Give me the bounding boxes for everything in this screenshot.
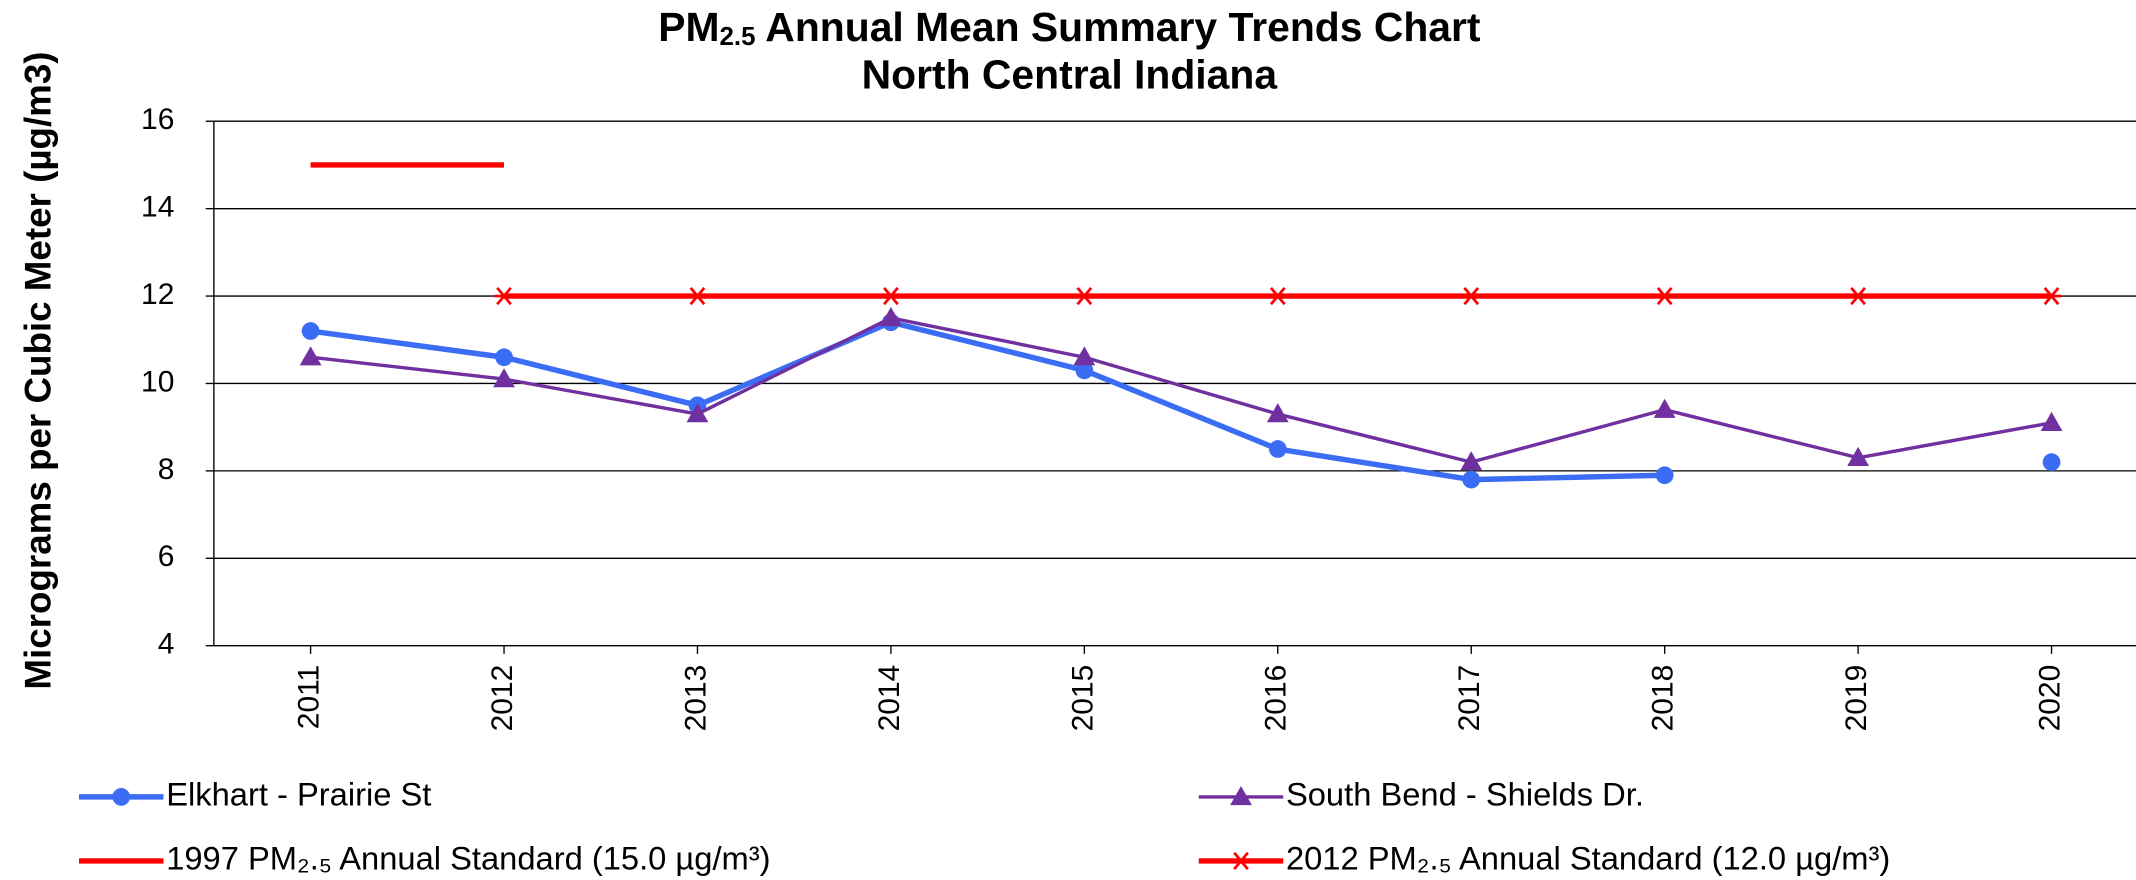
point [1847, 446, 1869, 466]
y-tick-label: 12 [141, 278, 174, 311]
point [1653, 398, 1676, 418]
legend-marker [112, 788, 131, 806]
point [1461, 287, 1481, 306]
series-line [310, 316, 2052, 464]
point [1460, 451, 1483, 471]
point [1075, 361, 1094, 380]
point [494, 287, 514, 306]
point [1266, 403, 1289, 423]
point [1074, 287, 1094, 306]
point [1655, 466, 1674, 485]
point [881, 287, 901, 306]
legend-label: South Bend - Shields Dr. [1286, 776, 1644, 813]
legend-marker [1231, 851, 1251, 870]
point [112, 788, 131, 806]
legend-label: Elkhart - Prairie St [166, 776, 431, 813]
y-tick-label: 10 [141, 365, 174, 398]
point [1848, 287, 1868, 306]
y-tick-label: 4 [158, 628, 175, 661]
y-tick-label: 14 [141, 191, 174, 224]
point [1268, 440, 1287, 458]
point [686, 403, 709, 423]
x-tick-label: 2014 [873, 665, 906, 732]
point [301, 322, 320, 340]
title-subscript: 2.5 [719, 23, 755, 51]
point [1231, 851, 1251, 870]
point [495, 348, 513, 367]
legend-marker [1230, 786, 1252, 806]
point [1268, 287, 1288, 306]
y-axis-label: Micrograms per Cubic Meter (µg/m3) [18, 51, 59, 689]
point [2042, 453, 2061, 471]
x-tick-label: 2015 [1066, 665, 1099, 732]
title-part: Annual Mean Summary Trends Chart [755, 4, 1480, 50]
point [1073, 346, 1096, 366]
x-tick-label: 2016 [1260, 665, 1293, 732]
point [493, 368, 515, 388]
point [687, 287, 708, 306]
series-line [311, 322, 2052, 479]
point [2040, 411, 2063, 431]
x-tick-label: 2012 [486, 665, 519, 732]
point [1655, 287, 1675, 306]
x-tick-label: 2011 [293, 665, 326, 729]
point [2042, 287, 2062, 306]
point [1462, 470, 1481, 489]
x-tick-label: 2019 [1840, 665, 1873, 732]
y-tick-label: 16 [141, 103, 174, 136]
y-tick-label: 6 [158, 540, 175, 573]
title-part: PM [658, 4, 719, 50]
legend-label: 1997 PM₂.₅ Annual Standard (15.0 µg/m³) [166, 840, 770, 877]
x-tick-label: 2017 [1453, 665, 1486, 732]
chart-title: PM2.5 Annual Mean Summary Trends Chart [658, 4, 1481, 51]
chart-subtitle: North Central Indiana [862, 51, 1278, 97]
legend-label: 2012 PM₂.₅ Annual Standard (12.0 µg/m³) [1286, 840, 1890, 877]
x-tick-label: 2013 [679, 665, 712, 732]
point [880, 307, 902, 327]
x-tick-label: 2020 [2033, 665, 2066, 732]
y-tick-label: 8 [158, 453, 175, 486]
point [1230, 786, 1252, 806]
x-tick-label: 2018 [1647, 665, 1680, 732]
point [299, 346, 322, 366]
